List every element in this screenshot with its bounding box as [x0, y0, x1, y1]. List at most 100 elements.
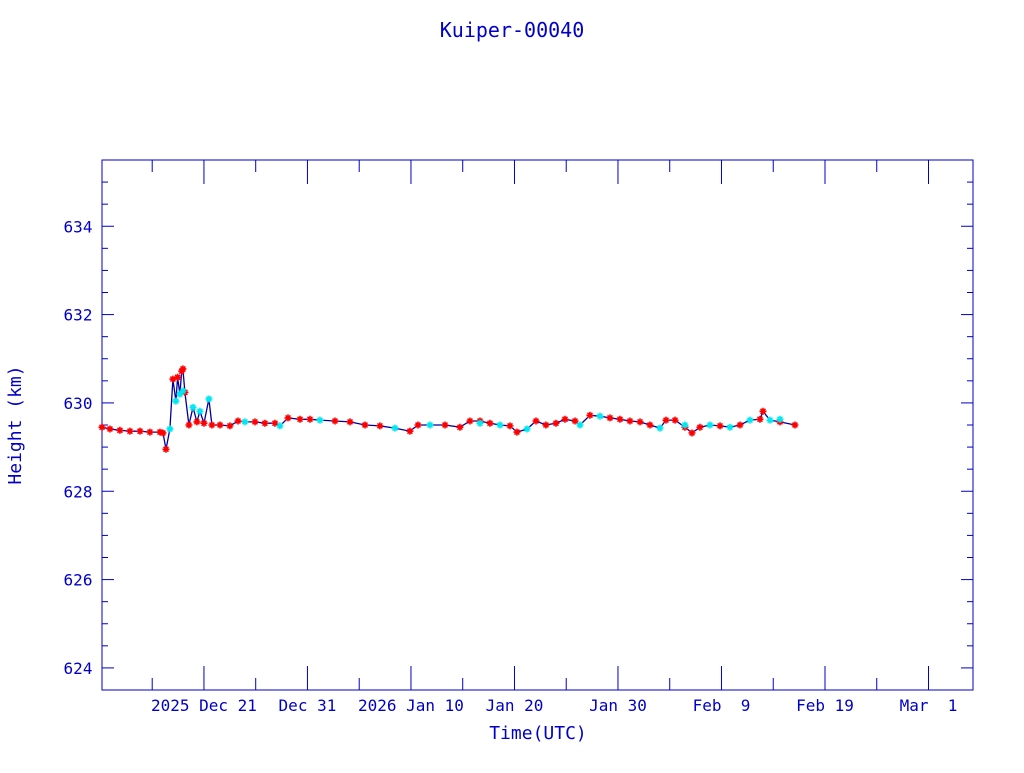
cyan-star-point: [576, 421, 584, 429]
red-star-point: [486, 419, 494, 427]
red-star-point: [414, 421, 422, 429]
x-tick-label: Mar 1: [900, 696, 958, 715]
cyan-star-point: [656, 424, 664, 432]
y-tick-label: 626: [64, 571, 93, 590]
red-star-point: [284, 414, 292, 422]
red-star-point: [466, 417, 474, 425]
red-star-point: [456, 423, 464, 431]
y-tick-label: 632: [64, 306, 93, 325]
y-axis-label: Height (km): [5, 365, 26, 484]
red-star-point: [156, 428, 164, 436]
red-star-point: [361, 421, 369, 429]
red-star-point: [616, 415, 624, 423]
red-star-point: [261, 419, 269, 427]
cyan-star-point: [746, 416, 754, 424]
cyan-star-point: [523, 425, 531, 433]
red-star-point: [162, 445, 170, 453]
cyan-star-point: [706, 421, 714, 429]
red-star-point: [200, 419, 208, 427]
axis-ticks: [102, 159, 973, 691]
red-star-point: [271, 419, 279, 427]
cyan-star-point: [276, 422, 284, 430]
red-star-point: [561, 415, 569, 423]
red-star-point: [136, 427, 144, 435]
red-star-point: [441, 421, 449, 429]
plot-frame: [101, 159, 974, 691]
cyan-star-point: [766, 416, 774, 424]
red-star-point: [179, 365, 187, 373]
height-line: [101, 366, 796, 450]
red-star-point: [106, 425, 114, 433]
cyan-star-point: [189, 403, 197, 411]
cyan-star-point: [726, 423, 734, 431]
red-star-point: [346, 418, 354, 426]
red-star-point: [226, 422, 234, 430]
red-star-point: [636, 418, 644, 426]
cyan-star-point: [476, 419, 484, 427]
red-star-point: [251, 418, 259, 426]
red-star-point: [234, 417, 242, 425]
red-star-point: [185, 421, 193, 429]
cyan-star-point: [681, 421, 689, 429]
x-axis-label: Time(UTC): [489, 723, 587, 744]
cyan-star-point: [596, 412, 604, 420]
red-star-point: [376, 422, 384, 430]
red-star-point: [193, 418, 201, 426]
cyan-star-point: [176, 390, 184, 398]
red-star-point: [552, 419, 560, 427]
cyan-star-point: [426, 421, 434, 429]
cyan-star-point: [172, 397, 180, 405]
y-tick-label: 624: [64, 659, 93, 678]
cyan-star-point: [496, 421, 504, 429]
red-star-point: [296, 415, 304, 423]
x-tick-label: 2025 Dec 21: [151, 696, 257, 715]
cyan-star-point: [205, 395, 213, 403]
red-star-point: [646, 421, 654, 429]
red-star-point: [208, 421, 216, 429]
x-tick-label: Feb 19: [796, 696, 854, 715]
red-star-point: [791, 421, 799, 429]
red-star-point: [759, 407, 767, 415]
cyan-star-point: [196, 407, 204, 415]
x-tick-label: Feb 9: [693, 696, 751, 715]
cyan-star-point: [391, 424, 399, 432]
red-star-point: [716, 422, 724, 430]
x-tick-label: Jan 30: [589, 696, 647, 715]
red-star-point: [169, 375, 177, 383]
red-star-point: [571, 417, 579, 425]
red-star-point: [159, 429, 167, 437]
red-star-point: [174, 373, 182, 381]
red-star-point: [331, 417, 339, 425]
red-star-point: [126, 427, 134, 435]
chart-title: Kuiper-00040: [440, 18, 585, 42]
red-star-point: [736, 421, 744, 429]
y-tick-label: 628: [64, 482, 93, 501]
red-star-point: [216, 421, 224, 429]
data-series: [98, 365, 799, 453]
red-star-point: [662, 416, 670, 424]
cyan-star-point: [316, 416, 324, 424]
red-star-point: [688, 429, 696, 437]
cyan-star-point: [179, 387, 187, 395]
x-tick-label: Jan 20: [486, 696, 544, 715]
red-star-point: [98, 423, 106, 431]
red-star-point: [532, 417, 540, 425]
red-star-point: [506, 422, 514, 430]
red-star-point: [756, 415, 764, 423]
x-tick-label: Dec 31: [279, 696, 337, 715]
red-star-point: [116, 426, 124, 434]
red-star-point: [513, 428, 521, 436]
cyan-star-point: [776, 415, 784, 423]
y-tick-label: 634: [64, 217, 93, 236]
red-star-point: [306, 415, 314, 423]
tick-labels: 2025 Dec 21 Dec 31 2026 Jan 10 Jan 20 Jan 30…: [64, 217, 958, 715]
red-star-point: [671, 416, 679, 424]
red-star-point: [146, 428, 154, 436]
cyan-star-point: [241, 418, 249, 426]
red-star-point: [406, 427, 414, 435]
y-tick-label: 630: [64, 394, 93, 413]
red-star-point: [696, 423, 704, 431]
x-tick-label: 2026 Jan 10: [358, 696, 464, 715]
red-star-point: [586, 411, 594, 419]
